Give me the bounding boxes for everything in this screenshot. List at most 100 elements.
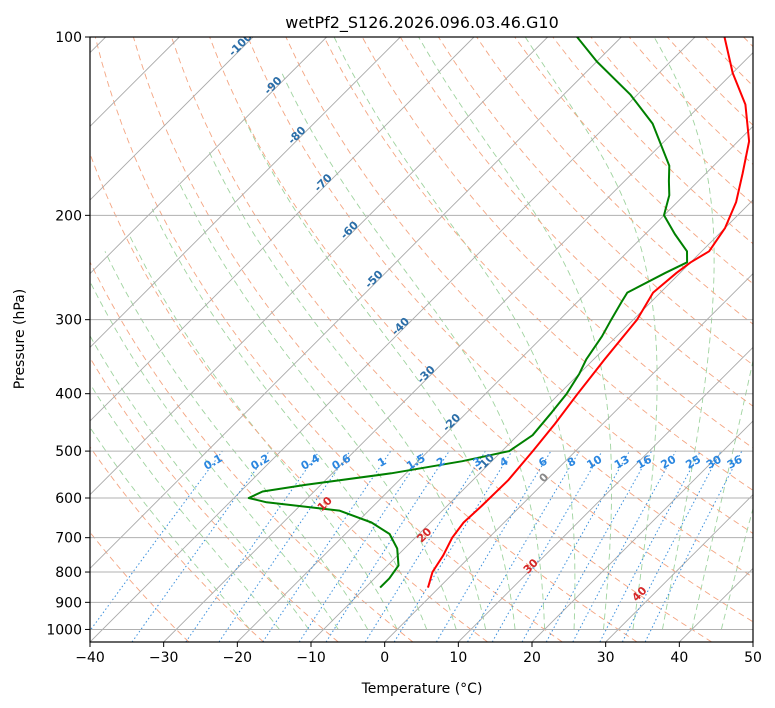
moist-adiabat-line [151,208,428,630]
isotherm-line [90,37,475,422]
x-axis-ticks: −40 −30 −20 −10 0 10 20 30 40 50 [75,642,762,666]
dry-adiabat-line [704,37,753,87]
isotherm-line [90,37,401,348]
mixing-ratio-label: 10 [585,453,605,472]
moist-adiabats [90,37,753,630]
y-axis-label: Pressure (hPa) [12,289,28,389]
isotherm-line [163,52,753,642]
moist-adiabat-line [524,37,658,630]
isotherm-label: -60 [338,218,361,241]
isotherm-label: -20 [440,411,463,434]
moist-adiabat-line [691,358,753,630]
dry-adiabat-line [666,37,753,126]
mixing-ratio-line [435,450,552,642]
x-tick-label: 50 [744,650,762,666]
isotherm-line [310,199,753,642]
mixing-ratio-label: 0.4 [299,451,323,472]
mixing-ratio-line [185,450,320,642]
dry-adiabat-line [323,37,753,491]
mixing-ratio-line [364,450,486,642]
mixing-ratio-line [298,450,425,642]
x-tick-label: 20 [523,650,541,666]
moist-adiabat-line [207,149,487,630]
mixing-ratio-line [545,450,653,642]
y-tick-label: 800 [55,565,82,581]
plot-frame [89,36,754,643]
dry-adiabat-line [94,37,563,642]
isotherm-line [90,37,254,201]
isotherm-line [237,125,753,642]
dry-adiabat-line [209,37,753,623]
isotherm-line [90,37,548,496]
dry-adiabat-line [247,37,753,578]
mixing-ratio-label: 20 [659,453,679,472]
mixing-ratio-line [644,450,743,642]
series-line-dewpoint [247,37,689,589]
y-tick-label: 900 [55,595,82,611]
mixing-ratio-label: 13 [612,453,632,472]
isotherm-label: -40 [389,315,412,338]
dry-adiabat-line [90,446,264,642]
theta-label: 30 [521,556,541,576]
moist-adiabat-line [418,37,613,630]
x-tick-label: 0 [380,650,389,666]
dry-adiabat-line [90,261,414,642]
dry-adiabat-line [514,37,753,285]
moist-adiabat-line [281,72,546,630]
isotherm-line [90,37,696,642]
mixing-ratio-label: 36 [725,453,745,472]
dry-adiabat-line [285,37,753,535]
x-axis-label: Temperature (°C) [361,681,483,697]
x-tick-label: 10 [449,650,467,666]
mixing-ratio-label: 0.2 [248,452,271,473]
isotherm-line [531,420,753,642]
isotherm-line [458,346,753,642]
dry-adiabat-line [476,37,753,325]
isotherm-label: -50 [362,268,385,291]
moist-adiabat-line [333,37,576,630]
isotherm-line [605,494,753,642]
x-tick-label: 30 [597,650,615,666]
mixing-ratio-line [521,450,630,642]
isotherm-label: -80 [285,124,308,147]
y-tick-label: 100 [55,30,82,46]
mixing-ratio-line [90,450,223,632]
y-tick-label: 700 [55,531,82,547]
mixing-ratio-label: 0.6 [330,451,354,472]
chart-title: wetPf2_S126.2026.096.03.46.G10 [285,13,559,33]
y-tick-label: 200 [55,208,82,224]
moist-adiabat-line [90,426,251,630]
y-tick-label: 400 [55,387,82,403]
pressure-gridlines [90,37,753,630]
isotherm-label: -30 [414,363,437,386]
dry-adiabat-line [132,37,638,642]
dry-adiabat-line [90,531,190,642]
x-tick-label: −20 [223,650,253,666]
isotherm-line [90,37,327,275]
mixing-ratio-lines [90,450,743,642]
profile-series [247,37,751,589]
series-line-temperature [427,37,751,588]
mixing-ratio-label: 30 [704,453,724,472]
x-tick-label: −30 [149,650,179,666]
mixing-ratio-line [218,450,351,642]
moist-adiabat-line [177,180,457,630]
mixing-ratio-label: 1 [376,455,389,470]
isotherm-label: -100 [226,30,255,59]
isotherm-line [679,567,753,642]
x-tick-label: 40 [670,650,688,666]
isotherms [90,37,753,642]
plot-area: -100-90-80-70-60-50-40-30-20-1000.1 0.2 0.… [90,30,753,642]
isotherm-label: -90 [261,74,284,97]
isotherm-line [90,37,622,569]
moist-adiabat-line [90,383,280,630]
isotherm-line [384,273,753,642]
moist-adiabat-line [241,114,516,630]
mixing-ratio-line [572,450,677,642]
y-tick-label: 1000 [46,622,82,638]
mixing-ratio-line [393,450,513,642]
mixing-ratio-line [262,450,392,642]
y-tick-label: 300 [55,313,82,329]
y-axis-ticks: 100 200 300 400 500 600 700 800 900 1000 [46,30,90,638]
